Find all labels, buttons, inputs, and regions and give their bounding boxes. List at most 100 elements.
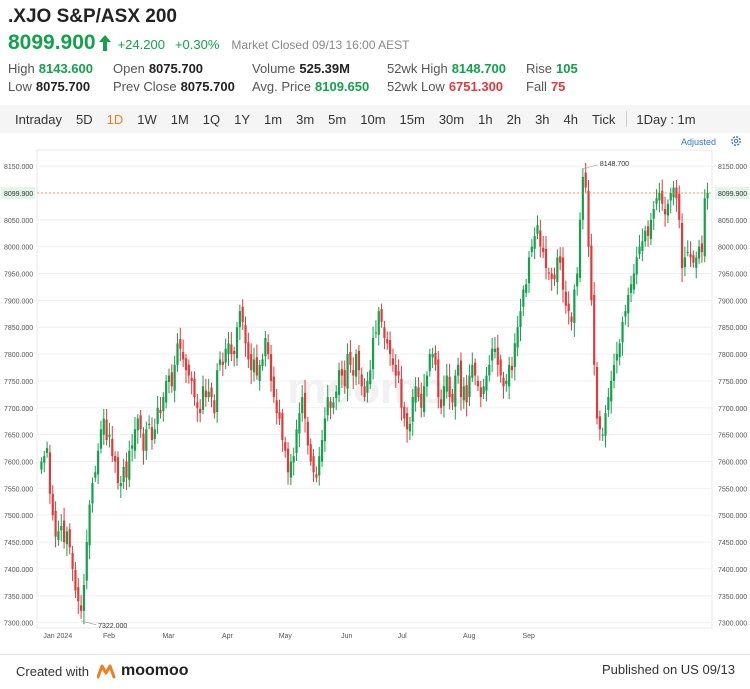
adjusted-toggle[interactable]: Adjusted bbox=[681, 137, 717, 147]
candle-body bbox=[624, 311, 627, 317]
y-tick-label-right: 7650.000 bbox=[718, 433, 747, 440]
candle-body bbox=[68, 529, 71, 548]
y-tick-label-left: 7400.000 bbox=[4, 567, 33, 574]
candle-body bbox=[292, 456, 295, 463]
stat-low: Low 8075.700 bbox=[8, 79, 91, 94]
candle-body bbox=[77, 587, 80, 602]
candle-body bbox=[604, 413, 607, 436]
interval-selector[interactable]: 1Day : 1m bbox=[636, 111, 696, 127]
tab-1d[interactable]: 1D bbox=[106, 111, 124, 127]
candle-body bbox=[621, 321, 624, 343]
candle-body bbox=[329, 401, 332, 408]
candle-body bbox=[125, 461, 128, 478]
up-arrow-icon bbox=[98, 35, 111, 51]
candle-body bbox=[423, 386, 426, 413]
candle-body bbox=[383, 327, 386, 338]
candle-body bbox=[564, 291, 567, 306]
candle-body bbox=[488, 364, 491, 376]
candle-body bbox=[440, 399, 443, 408]
candle-body bbox=[394, 364, 397, 376]
price-change-percent: +0.30% bbox=[174, 37, 220, 52]
candle-body bbox=[550, 273, 553, 279]
candlestick-chart[interactable]: 8150.0008150.0008100.0008100.0008050.000… bbox=[0, 148, 750, 654]
tab-3m[interactable]: 3m bbox=[296, 111, 315, 127]
candle-body bbox=[298, 413, 301, 434]
candle-body bbox=[408, 423, 412, 432]
tab-1h[interactable]: 1h bbox=[478, 111, 493, 127]
candle-body bbox=[233, 350, 236, 355]
tab-4h[interactable]: 4h bbox=[563, 111, 578, 127]
candle-body bbox=[309, 444, 312, 462]
moomoo-logo-icon bbox=[96, 664, 116, 679]
candle-body bbox=[366, 380, 369, 393]
candle-body bbox=[703, 198, 706, 257]
candle-body bbox=[224, 348, 227, 363]
candle-body bbox=[354, 354, 358, 377]
stat-open: Open 8075.700 bbox=[113, 61, 204, 76]
tab-intraday[interactable]: Intraday bbox=[15, 111, 62, 127]
candle-body bbox=[465, 385, 468, 403]
candle-body bbox=[505, 380, 508, 385]
tab-2h[interactable]: 2h bbox=[506, 111, 522, 127]
tab-10m[interactable]: 10m bbox=[360, 111, 386, 127]
candle-body bbox=[578, 219, 582, 278]
tab-1w[interactable]: 1W bbox=[137, 111, 157, 127]
tab-1m[interactable]: 1m bbox=[264, 111, 283, 127]
candle-body bbox=[601, 434, 604, 436]
created-with: Created with moomoo bbox=[16, 662, 189, 679]
candle-body bbox=[658, 192, 661, 201]
candle-body bbox=[442, 386, 446, 406]
candle-body bbox=[357, 350, 361, 371]
y-tick-label-left: 8000.000 bbox=[4, 245, 33, 252]
y-tick-label-right: 7600.000 bbox=[718, 460, 747, 467]
candle-body bbox=[553, 274, 556, 279]
tab-1m[interactable]: 1M bbox=[170, 111, 189, 127]
candle-body bbox=[471, 364, 474, 378]
candle-body bbox=[374, 332, 378, 334]
candle-body bbox=[131, 445, 134, 449]
candle-body bbox=[369, 370, 372, 385]
tab-15m[interactable]: 15m bbox=[399, 111, 425, 127]
tab-1q[interactable]: 1Q bbox=[202, 111, 221, 127]
candle-body bbox=[476, 380, 480, 387]
candle-body bbox=[386, 339, 389, 344]
candle-body bbox=[420, 393, 423, 408]
tab-1y[interactable]: 1Y bbox=[234, 111, 251, 127]
candle-body bbox=[669, 192, 672, 201]
candle-body bbox=[479, 387, 482, 398]
gear-icon[interactable] bbox=[730, 135, 742, 147]
candle-body bbox=[114, 456, 117, 462]
candle-body bbox=[326, 397, 329, 416]
y-tick-label-right: 7500.000 bbox=[718, 513, 747, 520]
tab-5m[interactable]: 5m bbox=[328, 111, 347, 127]
candle-body bbox=[644, 230, 647, 242]
candle-body bbox=[556, 257, 559, 283]
candle-body bbox=[54, 510, 57, 537]
candle-body bbox=[323, 418, 326, 442]
candle-body bbox=[221, 361, 224, 365]
candle-body bbox=[182, 351, 185, 360]
stat-52wk-high: 52wk High 8148.700 bbox=[387, 61, 506, 76]
candle-body bbox=[632, 273, 635, 290]
tab-5d[interactable]: 5D bbox=[75, 111, 93, 127]
x-axis-label: Jul bbox=[398, 633, 407, 640]
candle-body bbox=[318, 456, 321, 476]
timeframe-tabs: Intraday 5D 1D 1W 1M 1Q 1Y 1m 3m 5m 10m 15m 30m 1h 2h 3… bbox=[0, 105, 750, 133]
tab-3h[interactable]: 3h bbox=[535, 111, 550, 127]
y-tick-label-left: 7950.000 bbox=[4, 272, 33, 279]
tab-30m[interactable]: 30m bbox=[438, 111, 465, 127]
candle-body bbox=[284, 442, 287, 451]
candle-body bbox=[542, 247, 545, 253]
candle-body bbox=[170, 372, 173, 387]
candle-body bbox=[519, 311, 522, 328]
candle-body bbox=[666, 203, 669, 216]
max-annotation: 8148.700 bbox=[600, 161, 629, 168]
candle-body bbox=[190, 377, 193, 381]
candle-body bbox=[210, 387, 213, 398]
candle-body bbox=[45, 448, 49, 453]
candle-body bbox=[281, 413, 284, 441]
candle-body bbox=[527, 257, 531, 284]
candle-body bbox=[116, 457, 120, 483]
candle-body bbox=[204, 390, 207, 398]
tab-tick[interactable]: Tick bbox=[592, 111, 616, 127]
